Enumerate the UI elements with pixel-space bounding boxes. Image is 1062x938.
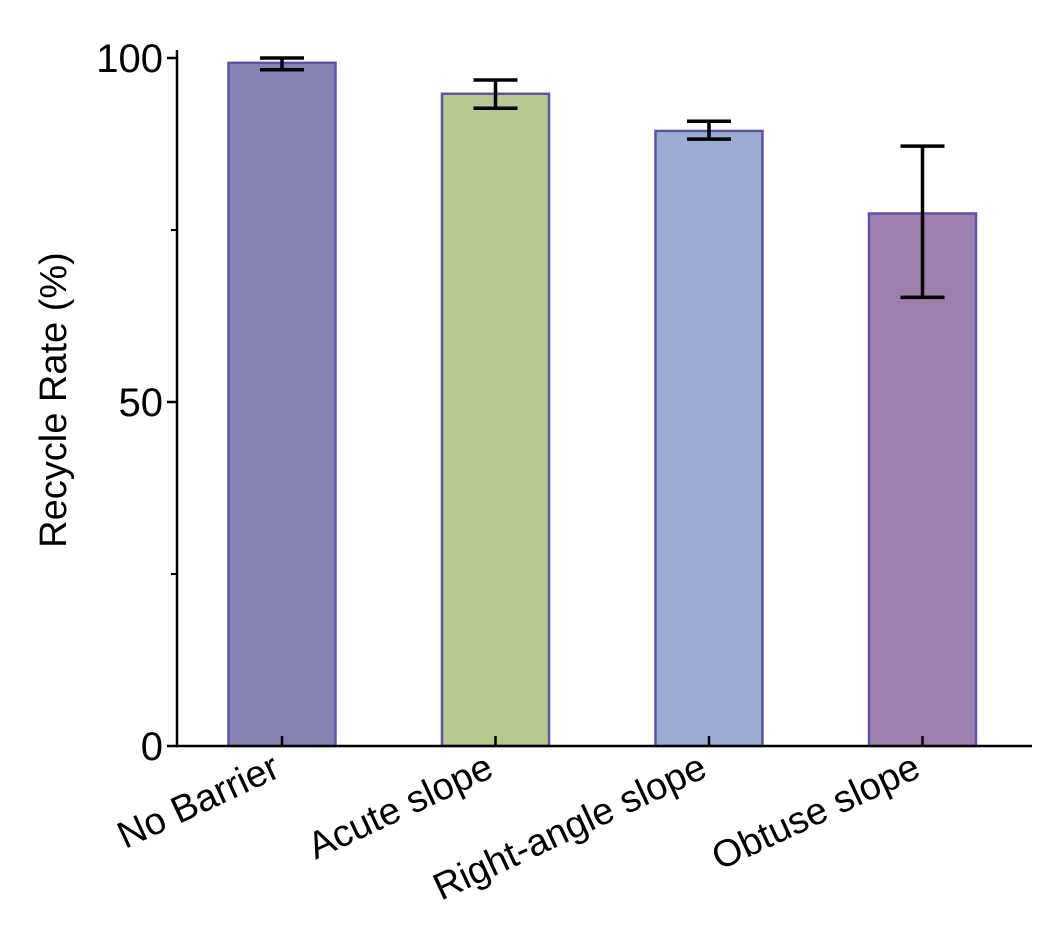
bars-layer [227, 61, 978, 748]
bar-0 [227, 61, 337, 748]
x-tick-label-3: Obtuse slope [706, 746, 927, 879]
error-bars-layer [260, 56, 945, 300]
y-tick-label-50: 50 [119, 381, 164, 425]
x-tick-label-0: No Barrier [111, 746, 286, 857]
y-tick-label-100: 100 [96, 37, 163, 81]
y-tick-label-0: 0 [141, 725, 163, 769]
x-tick-label-1: Acute slope [302, 746, 500, 868]
bar-2 [654, 129, 764, 748]
bar-1 [440, 92, 551, 748]
y-ticks-layer: 0 50 100 [96, 37, 177, 769]
y-axis-label: Recycle Rate (%) [33, 252, 75, 548]
bar-3 [867, 212, 978, 748]
